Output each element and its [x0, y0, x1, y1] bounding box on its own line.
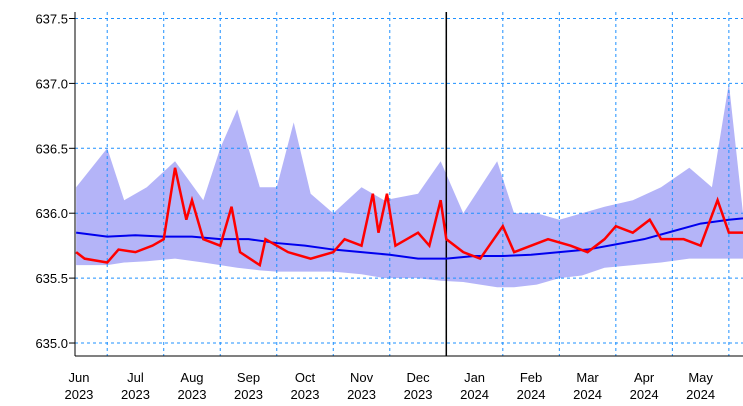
- x-tick-label-line: Jan: [464, 370, 485, 385]
- x-tick-label-line: Jul: [127, 370, 144, 385]
- x-tick-label-line: Sep: [237, 370, 260, 385]
- x-tick-label-line: 2023: [234, 387, 263, 402]
- x-tick-label: Jun 2023: [64, 370, 93, 402]
- x-tick-label-line: 2024: [630, 387, 659, 402]
- y-tick-label: 635.0: [35, 336, 68, 351]
- x-tick-label-line: 2023: [404, 387, 433, 402]
- x-tick-label-line: 2024: [686, 387, 715, 402]
- y-tick-label: 637.5: [35, 11, 68, 26]
- x-tick-label-line: Dec: [406, 370, 430, 385]
- plot: [75, 12, 743, 356]
- x-tick-label: Oct 2023: [291, 370, 320, 402]
- x-tick-label: Jul 2023: [121, 370, 150, 402]
- x-tick-label-line: 2023: [64, 387, 93, 402]
- x-tick-label-line: 2023: [291, 387, 320, 402]
- x-tick-label-line: Nov: [350, 370, 374, 385]
- range-band: [76, 83, 743, 288]
- x-tick-label-line: 2024: [460, 387, 489, 402]
- x-tick-label-line: Oct: [295, 370, 316, 385]
- x-tick-label: Jan 2024: [460, 370, 489, 402]
- series-line: [75, 167, 743, 268]
- x-tick-label-line: Aug: [180, 370, 203, 385]
- x-tick-label: Dec 2023: [404, 370, 433, 402]
- x-tick-label-line: Feb: [520, 370, 542, 385]
- x-tick-label-line: 2024: [517, 387, 546, 402]
- y-tick-label: 636.5: [35, 141, 68, 156]
- x-tick-label-line: 2024: [573, 387, 602, 402]
- x-tick-label-line: 2023: [121, 387, 150, 402]
- series-line: [76, 217, 743, 260]
- x-tick-label-line: May: [688, 370, 713, 385]
- y-tick-label: 635.5: [35, 271, 68, 286]
- x-tick-label: Feb 2024: [517, 370, 546, 402]
- x-tick-label-line: Apr: [634, 370, 655, 385]
- x-tick-label-line: 2023: [347, 387, 376, 402]
- x-tick-label: Sep 2023: [234, 370, 263, 402]
- x-tick-label: Apr 2024: [630, 370, 659, 402]
- x-tick-label-line: Jun: [68, 370, 89, 385]
- x-tick-label-line: Mar: [576, 370, 599, 385]
- x-tick-label-line: 2023: [178, 387, 207, 402]
- x-tick-label: Aug 2023: [178, 370, 207, 402]
- x-tick-label: Mar 2024: [573, 370, 602, 402]
- y-tick-label: 637.0: [35, 76, 68, 91]
- y-tick-label: 636.0: [35, 206, 68, 221]
- x-tick-label: Nov 2023: [347, 370, 376, 402]
- x-tick-label: May 2024: [686, 370, 715, 402]
